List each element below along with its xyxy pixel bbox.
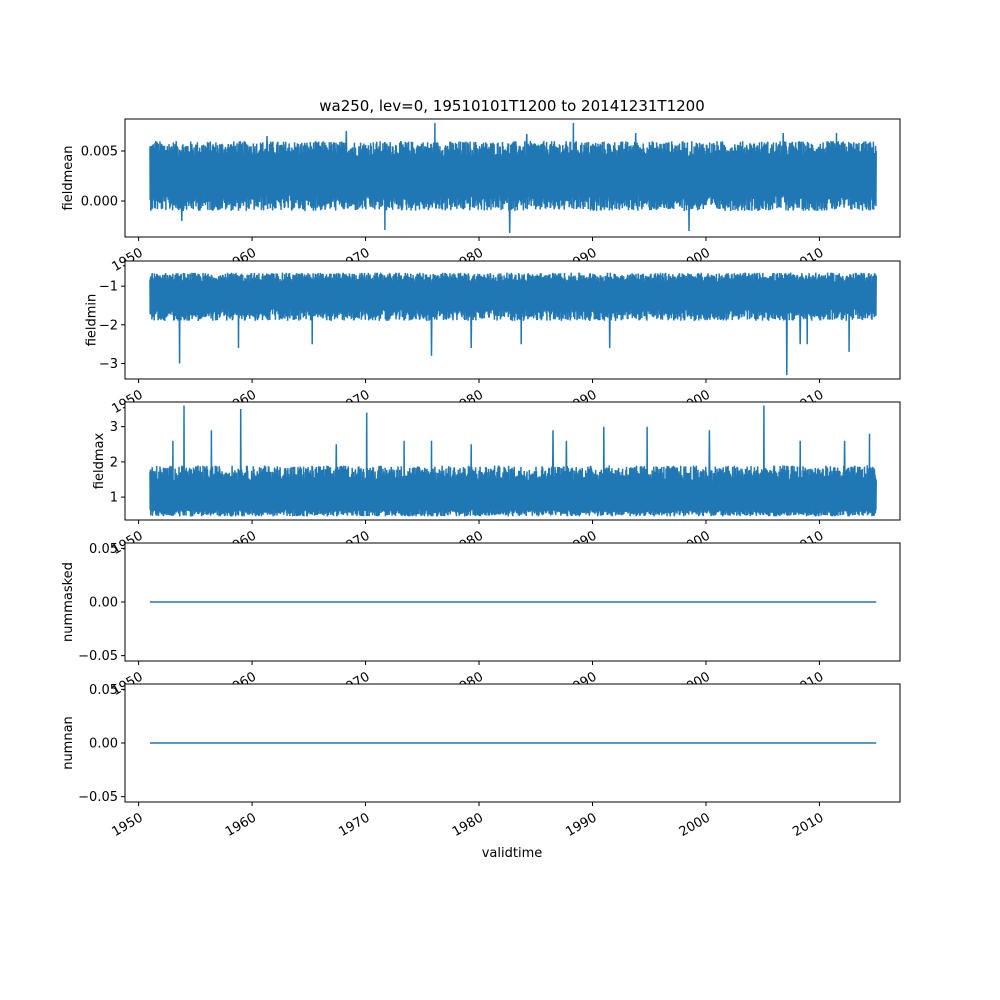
series-line-fieldmax (149, 405, 877, 517)
y-tick-label-fieldmax-1: 2 (110, 455, 118, 470)
x-tick-label-numnan-2: 1970 (336, 810, 372, 840)
y-tick-label-fieldmax-2: 3 (110, 420, 118, 435)
y-tick-label-fieldmax-0: 1 (110, 491, 118, 506)
y-tick-label-numnan-0: −0.05 (78, 790, 118, 805)
y-tick-label-fieldmin-0: −3 (99, 357, 118, 372)
x-tick-label-numnan-0: 1950 (109, 810, 145, 840)
y-tick-label-nummasked-0: −0.05 (78, 649, 118, 664)
x-axis-label: validtime (482, 846, 543, 861)
x-tick-label-numnan-1: 1960 (223, 810, 259, 840)
y-tick-label-fieldmin-2: −1 (99, 280, 118, 295)
y-tick-label-nummasked-2: 0.05 (89, 542, 118, 557)
series-line-fieldmin (149, 272, 877, 376)
y-axis-label-numnan: numnan (61, 716, 76, 770)
y-axis-label-fieldmin: fieldmin (84, 294, 99, 347)
chart-title: wa250, lev=0, 19510101T1200 to 20141231T… (319, 97, 705, 115)
x-tick-label-numnan-6: 2010 (790, 810, 826, 840)
y-axis-label-fieldmean: fieldmean (61, 146, 76, 211)
y-tick-label-fieldmean-1: 0.005 (81, 145, 118, 160)
y-axis-label-fieldmax: fieldmax (92, 433, 107, 490)
panel-numnan: −0.05 0.00 0.05 numnan 1950 1960 1970 1980 1990 2… (61, 683, 901, 840)
y-tick-label-fieldmin-1: −2 (99, 318, 118, 333)
panel-nummasked: −0.050.000.05nummasked195019601970198019… (61, 542, 901, 699)
x-tick-label-numnan-4: 1990 (563, 810, 599, 840)
x-tick-label-numnan-5: 2000 (677, 810, 713, 840)
x-tick-label-numnan-3: 1980 (450, 810, 486, 840)
y-tick-label-numnan-2: 0.05 (89, 683, 118, 698)
panel-fieldmax: 123fieldmax1950196019701980199020002010 (92, 401, 901, 558)
series-line-fieldmean (149, 122, 877, 234)
y-tick-label-numnan-1: 0.00 (89, 737, 118, 752)
y-axis-label-nummasked: nummasked (61, 562, 76, 642)
panel-fieldmin: −3−2−1fieldmin19501960197019801990200020… (84, 260, 901, 417)
y-tick-label-nummasked-1: 0.00 (89, 596, 118, 611)
panels-group: 0.000 0.005 fieldmean 1950 1960 1970 1980 1990 2… (61, 118, 901, 840)
y-tick-label-fieldmean-0: 0.000 (81, 195, 118, 210)
